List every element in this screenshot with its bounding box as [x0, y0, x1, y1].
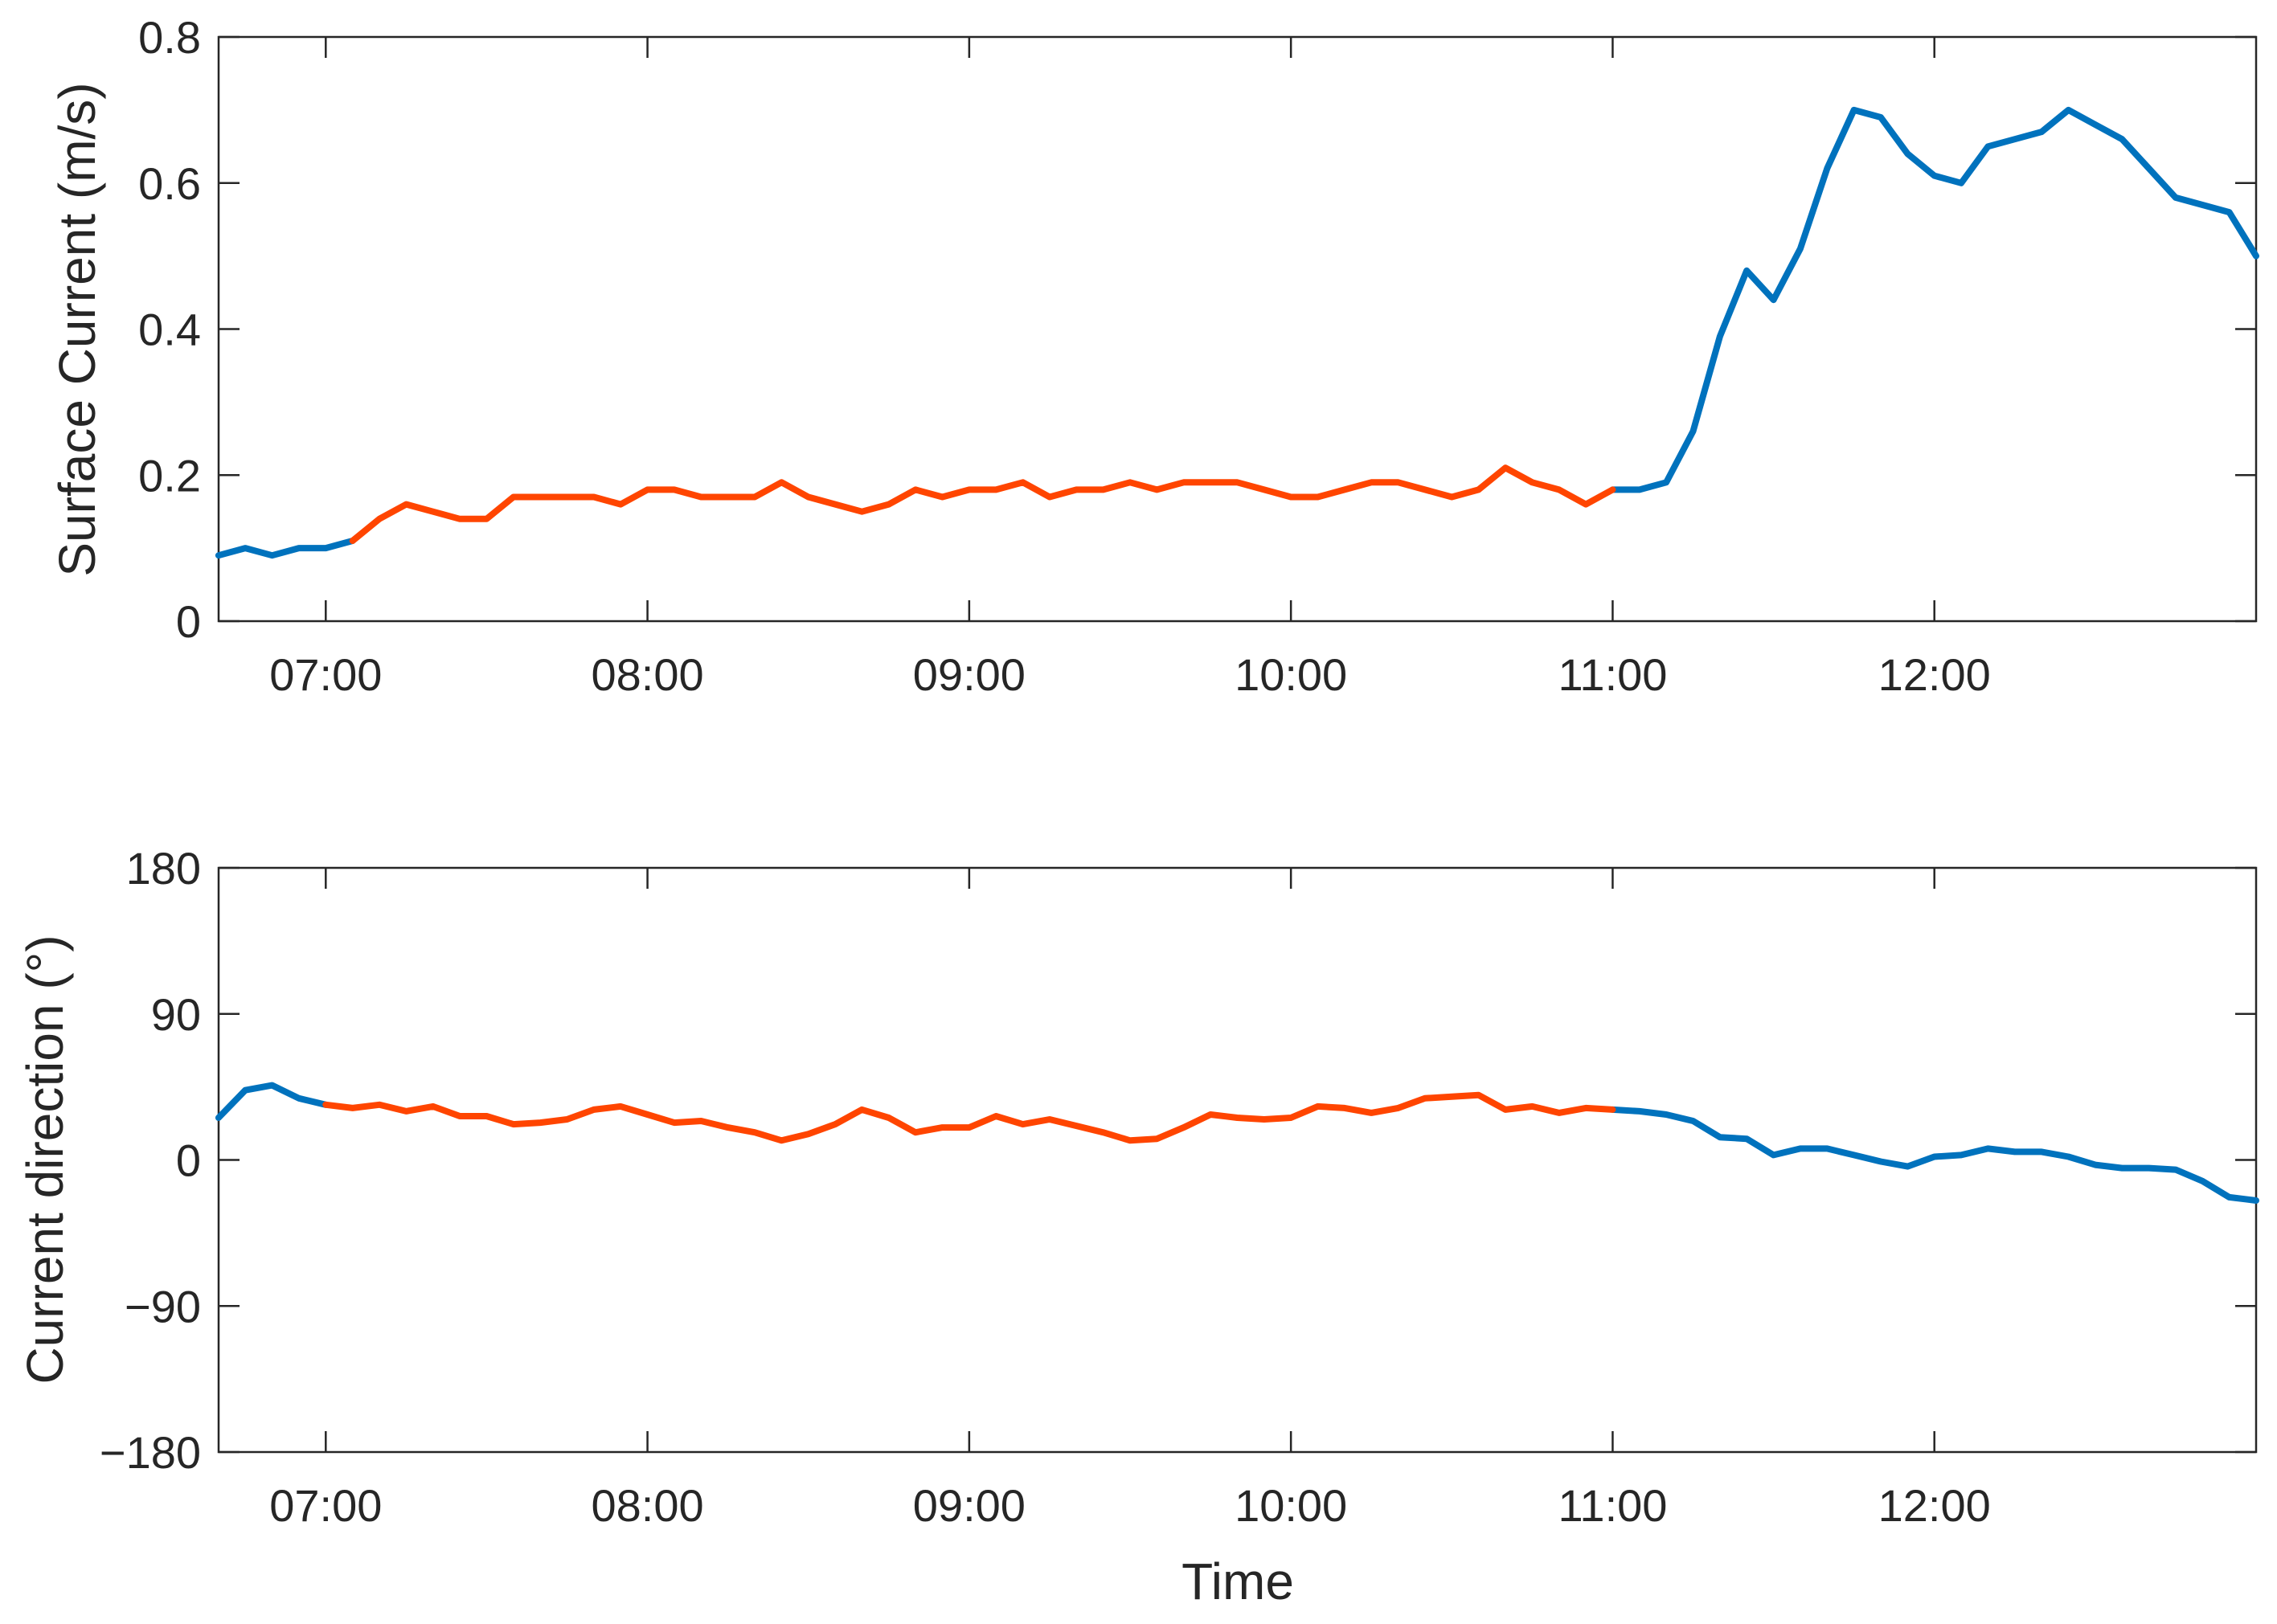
y-ticks: −180 −90 0 90 180 — [100, 843, 2256, 1478]
series-line-highlight — [349, 464, 1616, 544]
y-tick-label: 0.2 — [138, 450, 201, 501]
series-line-after — [1609, 106, 2259, 493]
series-line-after — [1609, 1106, 2259, 1204]
x-tick-label: 09:00 — [913, 649, 1026, 700]
series-line-before — [215, 538, 356, 559]
series-lines — [215, 1082, 2259, 1204]
x-ticks: 07:00 08:00 09:00 10:00 11:00 12:00 — [269, 868, 1991, 1531]
plot-frame — [217, 35, 2258, 623]
y-ticks: 0 0.2 0.4 0.6 0.8 — [138, 12, 2256, 647]
y-tick-label: 0.8 — [138, 12, 201, 63]
current-direction-panel: −180 −90 0 90 180 07:00 08:00 09:00 10:00 11:00 1… — [16, 843, 2259, 1531]
series-line-highlight — [322, 1091, 1616, 1144]
x-tick-label: 10:00 — [1235, 1480, 1347, 1531]
y-tick-label: 180 — [126, 843, 201, 894]
y-tick-label: 90 — [151, 989, 201, 1040]
x-ticks: 07:00 08:00 09:00 10:00 11:00 12:00 — [269, 37, 1991, 700]
y-tick-label: −180 — [100, 1427, 201, 1478]
y-axis-label: Current direction (°) — [16, 935, 74, 1384]
x-tick-label: 12:00 — [1878, 649, 1991, 700]
x-tick-label: 11:00 — [1558, 649, 1667, 700]
x-axis-label: Time — [1182, 1552, 1294, 1610]
x-tick-label: 08:00 — [592, 649, 704, 700]
x-tick-label: 10:00 — [1235, 649, 1347, 700]
plot-frame — [217, 866, 2258, 1454]
x-tick-label: 11:00 — [1558, 1480, 1667, 1531]
x-tick-label: 12:00 — [1878, 1480, 1991, 1531]
y-tick-label: 0.4 — [138, 305, 201, 355]
y-tick-label: 0.6 — [138, 158, 201, 209]
series-lines — [215, 106, 2259, 559]
x-tick-label: 08:00 — [592, 1480, 704, 1531]
series-line-before — [215, 1082, 330, 1121]
y-tick-label: 0 — [176, 596, 201, 647]
x-tick-label: 07:00 — [269, 649, 382, 700]
y-tick-label: −90 — [125, 1281, 201, 1332]
y-tick-label: 0 — [176, 1135, 201, 1186]
surface-current-panel: 0 0.2 0.4 0.6 0.8 07:00 08:00 09:00 10:00 11:00 1… — [48, 12, 2259, 700]
y-axis-label: Surface Current (m/s) — [48, 82, 106, 576]
x-tick-label: 07:00 — [269, 1480, 382, 1531]
x-tick-label: 09:00 — [913, 1480, 1026, 1531]
